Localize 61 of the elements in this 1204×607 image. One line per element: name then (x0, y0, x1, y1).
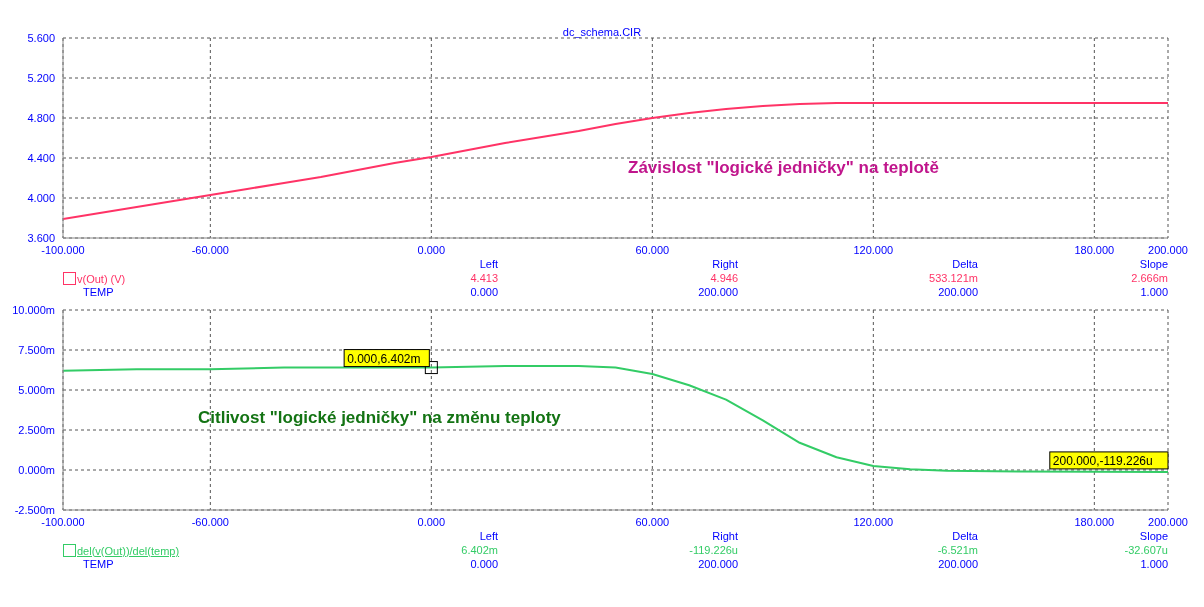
text: 533.121m (929, 272, 978, 284)
text: Delta (952, 530, 978, 542)
x-tick-label: 120.000 (853, 515, 894, 528)
line-series (63, 102, 1168, 220)
text: Slope (1139, 530, 1168, 542)
text: 0.000 (470, 286, 498, 298)
x-tick-label: -60.000 (191, 515, 229, 528)
y-tick-label: 3.600 (27, 231, 55, 244)
chart-title: dc_schema.CIR (562, 26, 642, 38)
text: 200.000 (698, 286, 738, 298)
y-tick-label: 10.000m (12, 303, 55, 316)
cursor-tag: 200.000,-119.226u (1049, 451, 1169, 470)
text: TEMP (83, 286, 114, 298)
x-tick-label: -100.000 (41, 515, 85, 528)
x-tick-label: 120.000 (853, 243, 894, 256)
y-tick-label: 7.500m (18, 343, 55, 356)
text: -6.521m (937, 544, 978, 556)
x-tick-label: 200.000 (1148, 243, 1188, 256)
text: 6.402m (461, 544, 498, 556)
text: Right (712, 258, 738, 270)
text: Delta (952, 258, 978, 270)
text: Right (712, 530, 738, 542)
text: Left (479, 258, 498, 270)
y-tick-label: 4.800 (27, 111, 55, 124)
y-tick-label: 5.600 (27, 31, 55, 44)
text: 200.000 (938, 286, 978, 298)
annotation: 0.000,6.402m (347, 351, 421, 366)
x-tick-label: 200.000 (1148, 515, 1188, 528)
text: -119.226u (689, 544, 738, 556)
y-tick-label: 5.000m (18, 383, 55, 396)
text: Slope (1139, 258, 1168, 270)
text: 2.666m (1131, 272, 1168, 284)
legend-label: del(v(Out))/del(temp) (77, 544, 180, 557)
y-tick-label: 4.000 (27, 191, 55, 204)
text: 0.000 (470, 558, 498, 570)
y-tick-label: 4.400 (27, 151, 55, 164)
x-tick-label: 60.000 (635, 515, 670, 528)
legend-label: v(Out) (V) (77, 272, 126, 285)
text: -32.607u (1124, 544, 1168, 556)
text: 200.000 (938, 558, 978, 570)
text: 200.000 (698, 558, 738, 570)
text: 1.000 (1140, 558, 1168, 570)
text: 1.000 (1140, 286, 1168, 298)
y-tick-label: 2.500m (18, 423, 55, 436)
x-tick-label: 180.000 (1074, 515, 1115, 528)
x-tick-label: 0.000 (417, 515, 446, 528)
y-tick-label: -2.500m (14, 503, 55, 516)
x-tick-label: 180.000 (1074, 243, 1115, 256)
y-tick-label: 5.200 (27, 71, 55, 84)
annotation: Závislost "logické jedničky" na teplotě (628, 158, 939, 178)
y-tick-label: 0.000m (18, 463, 55, 476)
annotation: 200.000,-119.226u (1052, 453, 1153, 468)
x-tick-label: -60.000 (191, 243, 229, 256)
text: Left (479, 530, 498, 542)
text: 4.413 (470, 272, 498, 284)
x-tick-label: 0.000 (417, 243, 446, 256)
text: 4.946 (710, 272, 738, 284)
text: TEMP (83, 558, 114, 570)
x-tick-label: -100.000 (41, 243, 85, 256)
annotation: Citlivost "logické jedničky" na změnu teploty (198, 408, 561, 428)
x-tick-label: 60.000 (635, 243, 670, 256)
